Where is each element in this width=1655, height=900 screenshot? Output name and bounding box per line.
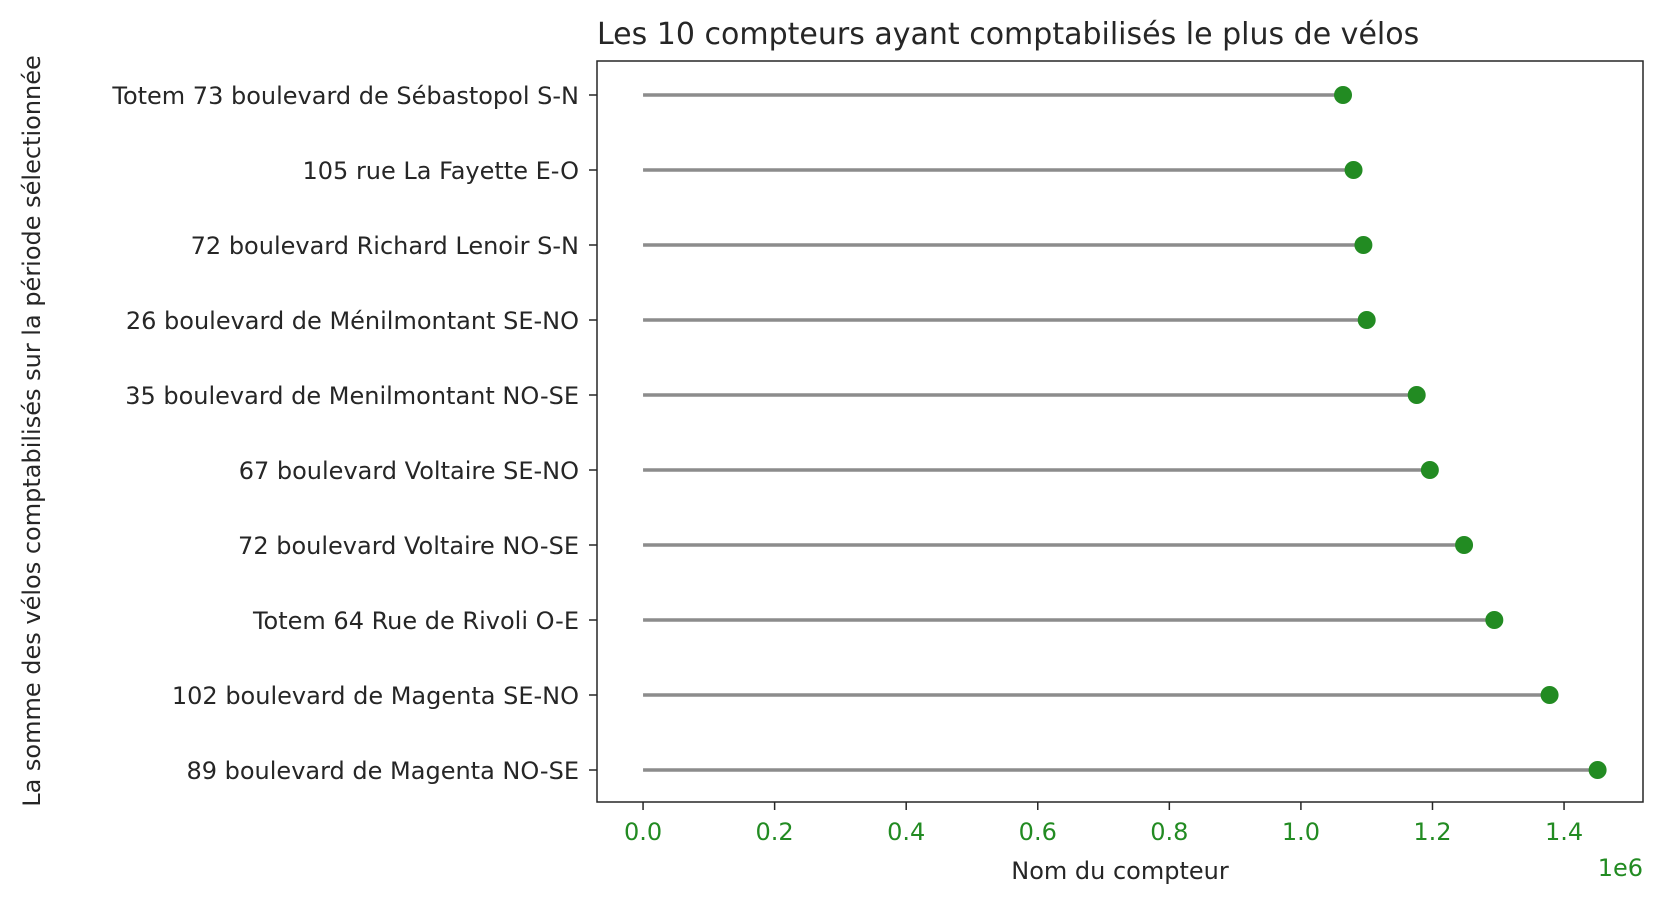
x-tick-label: 0.0: [624, 818, 662, 846]
y-tick-label: 105 rue La Fayette E-O: [303, 157, 580, 185]
x-tick-label: 1.0: [1282, 818, 1320, 846]
data-point-marker: [1485, 611, 1504, 629]
y-tick-label: 102 boulevard de Magenta SE-NO: [172, 682, 579, 710]
data-point-marker: [1357, 311, 1376, 329]
y-tick-label: 67 boulevard Voltaire SE-NO: [239, 457, 579, 485]
y-axis-label: La somme des vélos comptabilisés sur la …: [18, 55, 46, 807]
data-point-marker: [1420, 461, 1439, 479]
x-axis-ticks: 0.0 0.2 0.4 0.6 0.8 1.0 1.2 1.4: [624, 802, 1583, 846]
x-tick-label: 1.4: [1545, 818, 1583, 846]
y-axis-ticks: Totem 73 boulevard de Sébastopol S-N 105 …: [111, 82, 597, 785]
x-axis-offset-label: 1e6: [1598, 854, 1643, 882]
data-point-marker: [1540, 686, 1559, 704]
chart-title: Les 10 compteurs ayant comptabilisés le …: [597, 17, 1419, 52]
y-tick-label: 26 boulevard de Ménilmontant SE-NO: [126, 307, 579, 335]
data-point-marker: [1334, 86, 1353, 104]
y-tick-label: 35 boulevard de Menilmontant NO-SE: [125, 382, 579, 410]
data-point-marker: [1588, 761, 1607, 779]
x-axis-label: Nom du compteur: [1011, 857, 1229, 885]
x-tick-label: 0.2: [756, 818, 794, 846]
y-tick-label: Totem 73 boulevard de Sébastopol S-N: [111, 82, 579, 110]
y-tick-label: 89 boulevard de Magenta NO-SE: [186, 757, 579, 785]
markers-group: [1334, 86, 1607, 779]
x-tick-label: 0.6: [1019, 818, 1057, 846]
x-tick-label: 0.4: [887, 818, 925, 846]
plot-area-frame: [596, 60, 1644, 803]
stems-group: [643, 93, 1598, 772]
data-point-marker: [1344, 161, 1363, 179]
y-tick-label: Totem 64 Rue de Rivoli O-E: [252, 607, 579, 635]
data-point-marker: [1455, 536, 1474, 554]
y-tick-label: 72 boulevard Voltaire NO-SE: [238, 532, 579, 560]
y-tick-label: 72 boulevard Richard Lenoir S-N: [191, 232, 579, 260]
x-tick-label: 1.2: [1413, 818, 1451, 846]
x-tick-label: 0.8: [1150, 818, 1188, 846]
data-point-marker: [1407, 386, 1426, 404]
data-point-marker: [1354, 236, 1373, 254]
